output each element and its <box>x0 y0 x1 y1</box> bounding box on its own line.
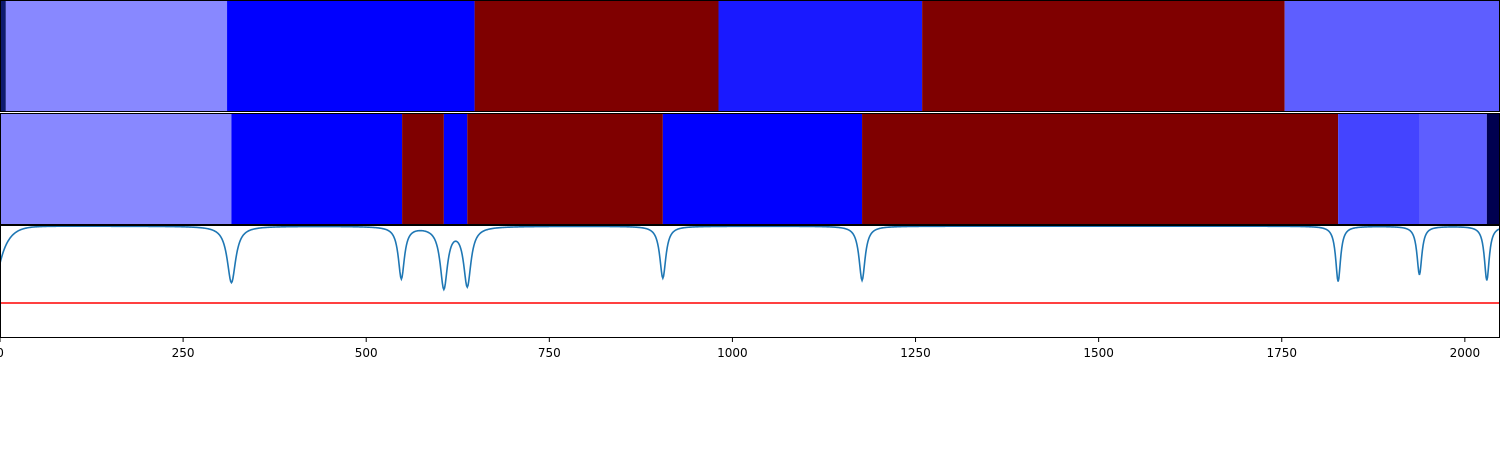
segment-r1-7 <box>1284 0 1500 112</box>
x-tick-label-1500: 1500 <box>1083 346 1114 360</box>
segment-r2-8 <box>1338 113 1420 225</box>
x-tick-label-250: 250 <box>172 346 195 360</box>
signal-frame <box>0 225 1500 338</box>
segment-r1-1 <box>0 0 6 112</box>
x-tick-label-1000: 1000 <box>717 346 748 360</box>
segment-r1-2 <box>5 0 228 112</box>
x-tick-label-750: 750 <box>538 346 561 360</box>
segment-row-2 <box>0 113 1500 225</box>
segment-r1-3 <box>227 0 475 112</box>
segment-r2-3 <box>402 113 444 225</box>
x-tick-label-0: 0 <box>0 346 4 360</box>
signal-panel <box>0 225 1500 338</box>
segment-r2-5 <box>467 113 663 225</box>
segment-r2-4 <box>443 113 468 225</box>
segment-r2-9 <box>1419 113 1487 225</box>
segment-row-1 <box>0 0 1500 112</box>
segment-r2-6 <box>662 113 863 225</box>
x-tick-label-1250: 1250 <box>900 346 931 360</box>
segment-r1-5 <box>718 0 923 112</box>
x-tick-label-1750: 1750 <box>1266 346 1297 360</box>
segment-r2-1 <box>0 113 232 225</box>
x-tick-label-500: 500 <box>355 346 378 360</box>
segment-r2-7 <box>862 113 1339 225</box>
segment-r2-10 <box>1486 113 1500 225</box>
signal-line <box>0 225 1500 292</box>
x-tick-label-2000: 2000 <box>1450 346 1481 360</box>
x-axis: 0 250 500 750 1000 1250 1500 1750 2000 <box>0 338 1480 360</box>
segment-r1-4 <box>474 0 719 112</box>
segment-r1-6 <box>922 0 1285 112</box>
segment-r2-2 <box>231 113 403 225</box>
